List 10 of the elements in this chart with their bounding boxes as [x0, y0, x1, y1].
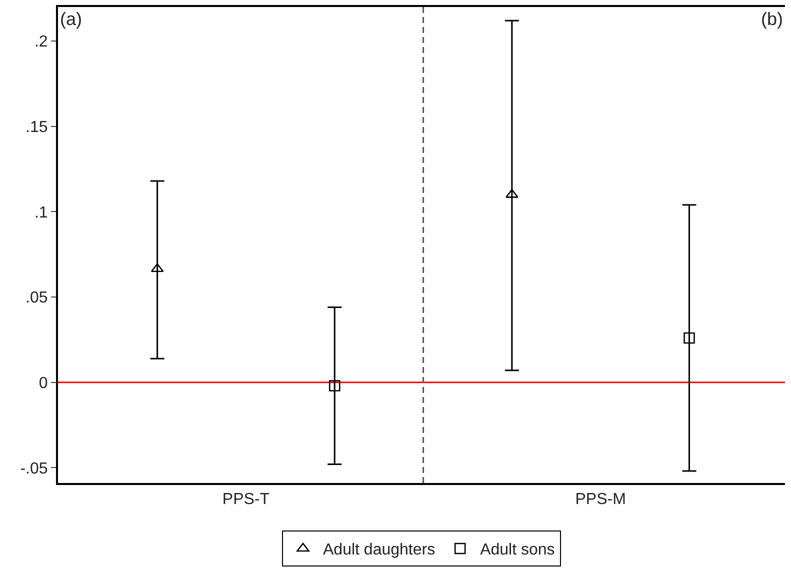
y-tick-label: .05 — [26, 290, 48, 307]
y-tick-label: 0 — [38, 374, 48, 392]
y-tick-label: .1 — [34, 204, 48, 222]
y-tick-label: .15 — [26, 119, 48, 136]
x-tick-label: PPS-T — [222, 491, 270, 508]
annotation: (a) — [60, 9, 82, 29]
y-tick-label: -.05 — [20, 460, 48, 478]
x-tick-label: PPS-M — [575, 491, 626, 508]
y-tick-label: .2 — [34, 34, 48, 51]
annotation: (b) — [761, 9, 783, 29]
